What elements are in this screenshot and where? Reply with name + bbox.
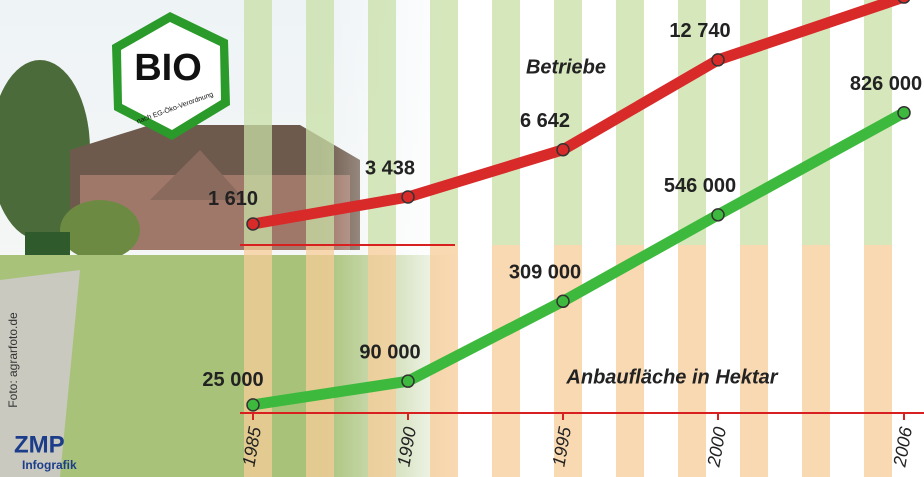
data-point	[897, 0, 911, 4]
data-label: 3 438	[365, 157, 415, 179]
data-label: 826 000	[850, 73, 922, 95]
data-point	[401, 374, 415, 388]
stripe-top	[802, 0, 830, 245]
stripe-bottom	[678, 245, 706, 477]
stripe-bottom	[368, 245, 396, 477]
series-name: Anbaufläche in Hektar	[565, 366, 778, 388]
data-label: 309 000	[509, 262, 581, 284]
stripe-top	[492, 0, 520, 245]
stripe-bottom	[244, 245, 272, 477]
stripes	[244, 0, 892, 477]
data-point	[246, 398, 260, 412]
stripe-bottom	[802, 245, 830, 477]
data-label: 546 000	[664, 175, 736, 197]
data-point	[711, 53, 725, 67]
x-tick-label: 2006	[889, 424, 916, 469]
data-label: 6 642	[520, 110, 570, 132]
stripe-top	[306, 0, 334, 245]
stripe-bottom	[554, 245, 582, 477]
stripe-bottom	[740, 245, 768, 477]
photo-credit: Foto: agrarfoto.de	[6, 312, 20, 408]
data-label: 1 610	[208, 188, 258, 210]
stripe-bottom	[492, 245, 520, 477]
data-point	[556, 143, 570, 157]
stripe-top	[678, 0, 706, 245]
data-point	[401, 190, 415, 204]
data-label: 25 000	[202, 369, 263, 391]
series-name: Betriebe	[526, 56, 606, 78]
data-label: 90 000	[359, 341, 420, 363]
stripe-top	[430, 0, 458, 245]
source-name: ZMP	[14, 431, 65, 458]
logo-text: BIO	[134, 47, 202, 89]
bio-logo: BIO nach EG-Öko-Verordnung	[112, 12, 230, 140]
stripe-top	[554, 0, 582, 245]
data-point	[246, 217, 260, 231]
x-tick-label: 2000	[703, 425, 730, 469]
stripe-bottom	[616, 245, 644, 477]
stripe-bottom	[306, 245, 334, 477]
data-point	[711, 208, 725, 222]
data-point	[897, 105, 911, 120]
stripe-top	[244, 0, 272, 245]
data-label: 12 740	[669, 20, 730, 42]
data-point	[556, 294, 570, 309]
stripe-top	[740, 0, 768, 245]
source-label: Infografik	[22, 458, 77, 472]
stripe-bottom	[864, 245, 892, 477]
